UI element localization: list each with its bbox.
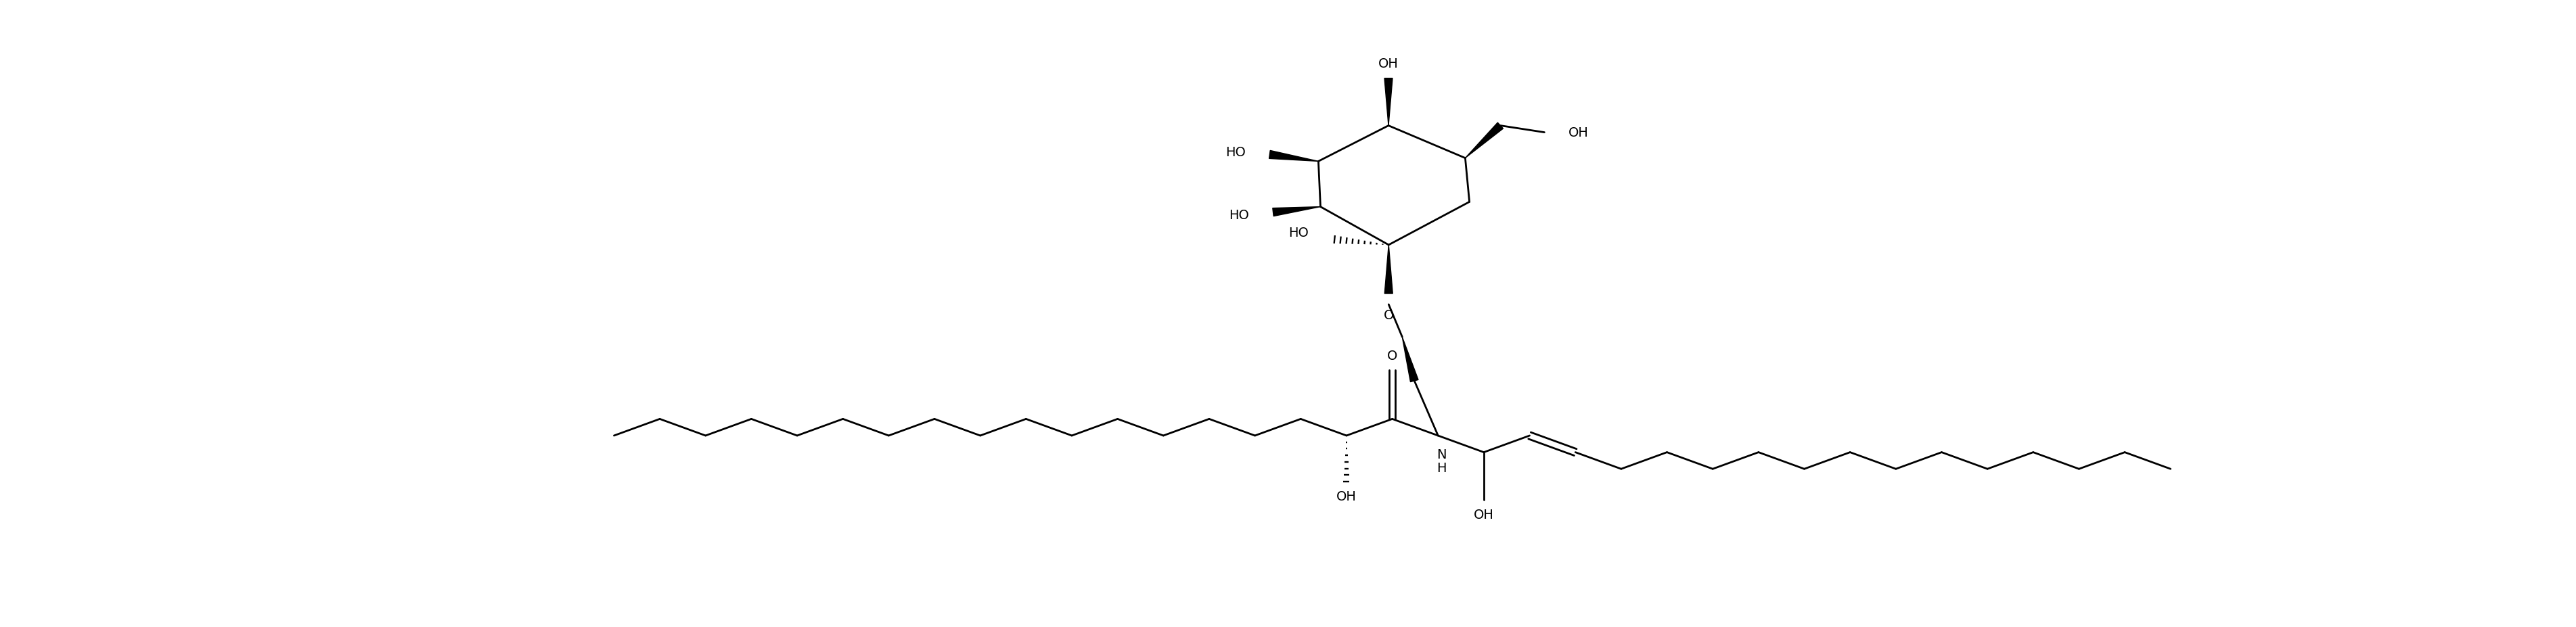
Polygon shape bbox=[1270, 151, 1319, 162]
Polygon shape bbox=[1273, 207, 1321, 216]
Polygon shape bbox=[1383, 79, 1394, 126]
Text: HO: HO bbox=[1288, 227, 1309, 240]
Text: HO: HO bbox=[1229, 209, 1249, 222]
Text: O: O bbox=[1386, 349, 1396, 362]
Polygon shape bbox=[1466, 123, 1504, 159]
Text: OH: OH bbox=[1473, 508, 1494, 521]
Text: H: H bbox=[1437, 462, 1445, 475]
Polygon shape bbox=[1383, 245, 1394, 294]
Polygon shape bbox=[1401, 337, 1419, 382]
Text: OH: OH bbox=[1337, 490, 1358, 503]
Text: OH: OH bbox=[1569, 127, 1589, 139]
Text: N: N bbox=[1437, 448, 1445, 461]
Text: OH: OH bbox=[1378, 58, 1399, 70]
Text: HO: HO bbox=[1226, 146, 1247, 159]
Text: O: O bbox=[1383, 309, 1394, 322]
